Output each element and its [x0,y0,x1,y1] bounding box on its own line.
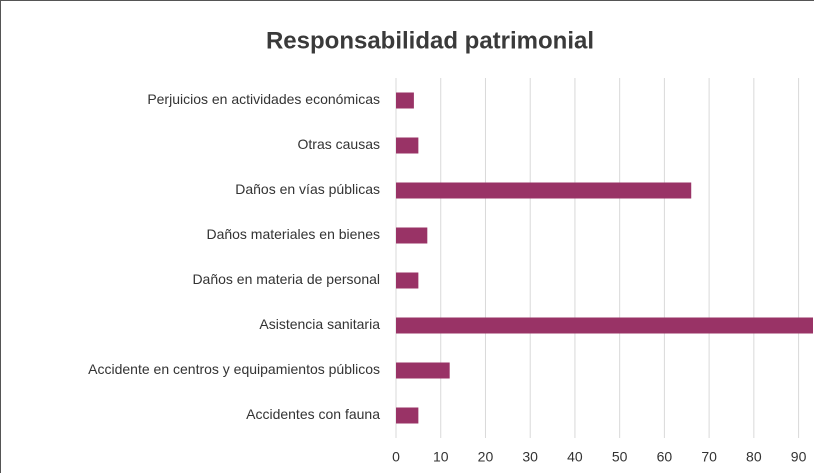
x-tick-label: 30 [522,449,538,465]
y-tick-label: Otras causas [298,136,380,152]
chart-title: Responsabilidad patrimonial [266,27,594,54]
bars [396,92,813,424]
bar [396,317,813,334]
bar [396,137,419,154]
bar [396,92,414,109]
x-tick-label: 70 [701,449,717,465]
x-tick-label: 60 [657,449,673,465]
y-tick-label: Accidente en centros y equipamientos púb… [88,361,380,377]
x-tick-label: 40 [567,449,583,465]
y-tick-label: Daños materiales en bienes [206,226,380,242]
y-tick-label: Asistencia sanitaria [259,316,380,332]
x-tick-label: 50 [612,449,628,465]
bar [396,272,419,289]
y-tick-label: Perjuicios en actividades económicas [147,91,380,107]
y-tick-label: Daños en vías públicas [235,181,380,197]
x-tick-label: 90 [791,449,807,465]
x-tick-label: 20 [478,449,494,465]
bar [396,227,428,244]
x-tick-label: 0 [392,449,400,465]
bar [396,362,450,379]
y-tick-label: Daños en materia de personal [192,271,380,287]
y-tick-label: Accidentes con fauna [246,406,380,422]
bar [396,407,419,424]
x-tick-label: 10 [433,449,449,465]
bar [396,182,692,199]
x-tick-label: 80 [746,449,762,465]
